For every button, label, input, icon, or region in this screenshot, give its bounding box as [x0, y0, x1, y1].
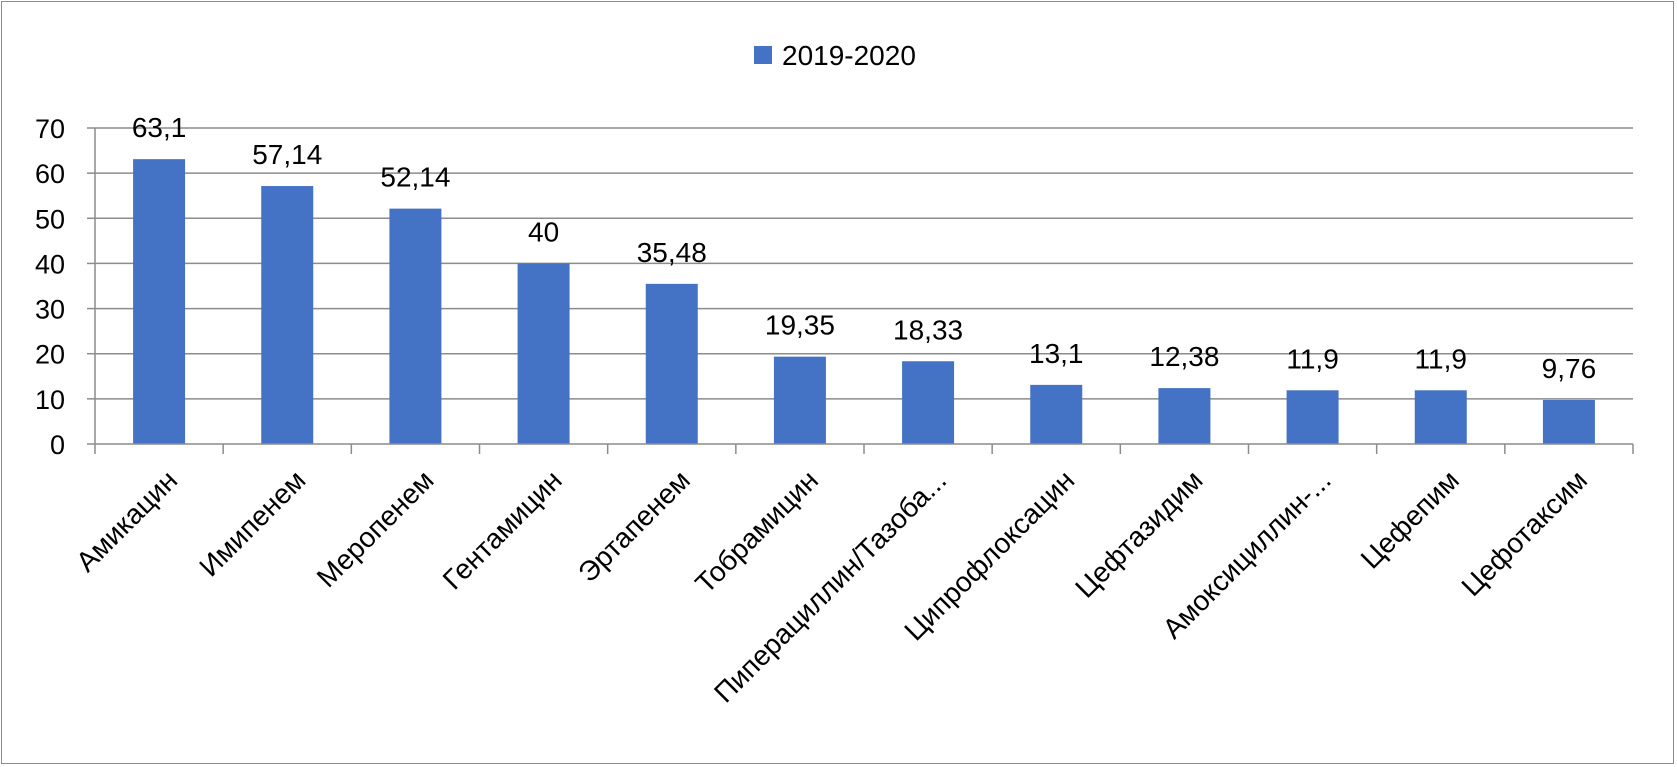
legend-swatch	[754, 46, 772, 64]
category-label: Гентамицин	[437, 464, 568, 595]
category-label: Амикацин	[70, 464, 183, 577]
bar	[389, 208, 442, 444]
legend: 2019-2020	[754, 40, 916, 71]
bar	[517, 263, 570, 444]
gridlines	[95, 127, 1633, 400]
bar	[645, 283, 698, 444]
y-tick-label: 10	[35, 385, 65, 415]
category-label: Имипенем	[193, 464, 311, 582]
data-label: 9,76	[1542, 353, 1597, 384]
y-tick-label: 70	[35, 114, 65, 144]
x-axis	[94, 128, 1634, 454]
bar	[1542, 399, 1595, 444]
bar	[1158, 388, 1211, 444]
data-label: 52,14	[380, 162, 450, 193]
data-label: 13,1	[1029, 338, 1084, 369]
bar	[1286, 390, 1339, 444]
bar	[1030, 384, 1083, 444]
data-label: 40	[528, 216, 559, 247]
category-label: Цефотаксим	[1455, 464, 1593, 602]
y-axis-ticks: 0 10 20 30 40 50 60 70	[35, 114, 95, 460]
bars	[133, 159, 1595, 445]
data-label: 57,14	[252, 139, 322, 170]
data-label: 11,9	[1286, 343, 1338, 374]
category-label: Цефтазидим	[1069, 464, 1208, 603]
data-label: 63,1	[132, 112, 187, 143]
y-tick-label: 30	[35, 295, 65, 325]
bar	[902, 361, 955, 444]
data-label: 12,38	[1149, 341, 1219, 372]
bar	[773, 356, 826, 444]
data-label: 19,35	[765, 310, 835, 341]
y-tick-label: 40	[35, 249, 65, 279]
data-labels: 63,1 57,14 52,14 40 35,48 19,35 18,33 13,1 12,38…	[132, 112, 1596, 384]
data-label: 11,9	[1415, 343, 1467, 374]
category-label: Эртапенем	[572, 464, 696, 588]
category-label: Тобрамицин	[689, 464, 824, 599]
data-label: 35,48	[637, 237, 707, 268]
legend-label: 2019-2020	[782, 40, 916, 71]
data-label: 18,33	[893, 314, 963, 345]
y-tick-label: 50	[35, 204, 65, 234]
category-label: Пиперациллин/Тазоба...	[708, 464, 952, 708]
bar	[1414, 390, 1467, 444]
y-tick-label: 60	[35, 159, 65, 189]
bar	[133, 159, 186, 445]
category-label: Цефепим	[1355, 464, 1465, 574]
y-tick-label: 0	[50, 430, 65, 460]
category-label: Меропенем	[311, 464, 440, 593]
bar	[261, 186, 314, 444]
y-tick-label: 20	[35, 340, 65, 370]
